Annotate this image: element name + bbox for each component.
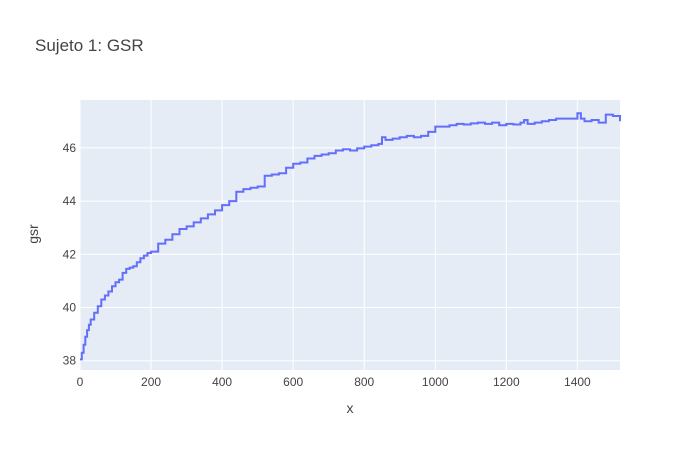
x-tick-label: 600 xyxy=(283,375,303,389)
plot-area xyxy=(80,100,620,370)
y-tick-label: 44 xyxy=(63,194,77,208)
y-axis-title: gsr xyxy=(25,224,41,244)
y-tick-label: 40 xyxy=(63,300,77,314)
y-tick-label: 46 xyxy=(63,141,77,155)
x-axis-title: x xyxy=(347,400,354,416)
x-tick-label: 1000 xyxy=(422,375,449,389)
series-line-gsr xyxy=(80,112,621,361)
x-tick-labels: 0 200 400 600 800 1000 1200 1400 xyxy=(77,375,591,389)
series-layer xyxy=(80,112,621,361)
y-tick-label: 38 xyxy=(63,354,77,368)
chart-title: Sujeto 1: GSR xyxy=(35,36,144,55)
y-tick-labels: 38 40 42 44 46 xyxy=(63,141,77,368)
x-tick-label: 200 xyxy=(141,375,161,389)
x-tick-label: 1400 xyxy=(564,375,591,389)
x-tick-label: 400 xyxy=(212,375,232,389)
x-tick-label: 0 xyxy=(77,375,84,389)
x-tick-label: 1200 xyxy=(493,375,520,389)
grid-lines xyxy=(79,100,620,370)
y-tick-label: 42 xyxy=(63,247,77,261)
x-tick-label: 800 xyxy=(354,375,374,389)
